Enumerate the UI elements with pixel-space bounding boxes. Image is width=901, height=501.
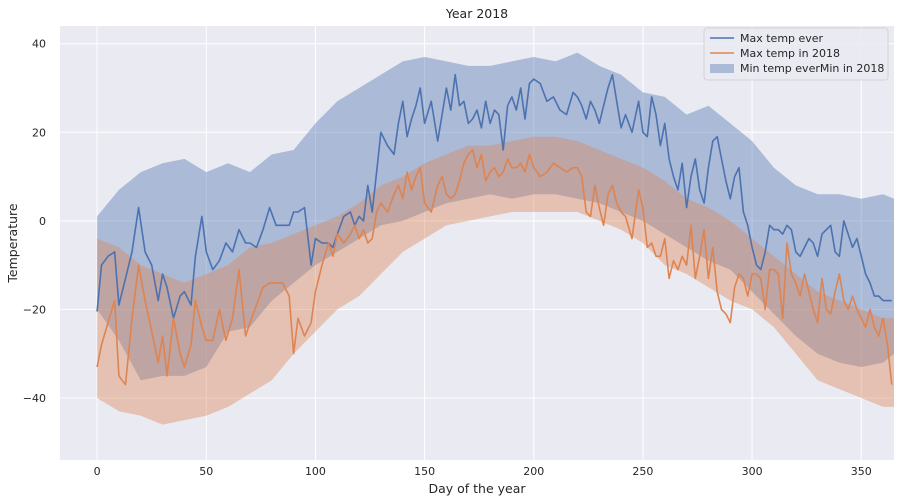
legend: Max temp ever Max temp in 2018 Min temp … (703, 27, 889, 81)
y-tick-label: −20 (23, 303, 46, 316)
x-axis-title: Day of the year (428, 481, 526, 496)
y-tick-label: 40 (32, 38, 46, 51)
x-tick-label: 300 (742, 465, 763, 478)
x-tick-label: 200 (523, 465, 544, 478)
line-layer (96, 73, 893, 386)
band-3 (97, 136, 895, 425)
grid-lines (60, 26, 894, 460)
y-tick-labels: −40 −20 0 20 40 (23, 38, 46, 405)
y-tick-label: 20 (32, 126, 46, 139)
series-line-1 (96, 149, 893, 386)
band-2 (97, 52, 895, 381)
x-tick-label: 50 (199, 465, 213, 478)
legend-box (703, 27, 889, 81)
series-line-0 (96, 73, 892, 320)
legend-label-max-ever: Max temp ever (740, 32, 824, 45)
legend-label-min-band: Min temp everMin in 2018 (740, 62, 884, 75)
y-tick-label: 0 (39, 215, 46, 228)
x-tick-label: 100 (305, 465, 326, 478)
legend-label-max-2018: Max temp in 2018 (740, 47, 840, 60)
band-layer (97, 52, 895, 425)
y-axis-title: Temperature (5, 203, 20, 283)
plot-area (60, 26, 894, 460)
chart-title: Year 2018 (445, 6, 508, 21)
y-tick-label: −40 (23, 392, 46, 405)
x-tick-labels: 0 50 100 150 200 250 300 350 (94, 465, 872, 478)
x-tick-label: 150 (414, 465, 435, 478)
x-tick-label: 0 (94, 465, 101, 478)
x-tick-label: 350 (851, 465, 872, 478)
legend-swatch-min-band (710, 64, 734, 73)
x-tick-label: 250 (632, 465, 653, 478)
